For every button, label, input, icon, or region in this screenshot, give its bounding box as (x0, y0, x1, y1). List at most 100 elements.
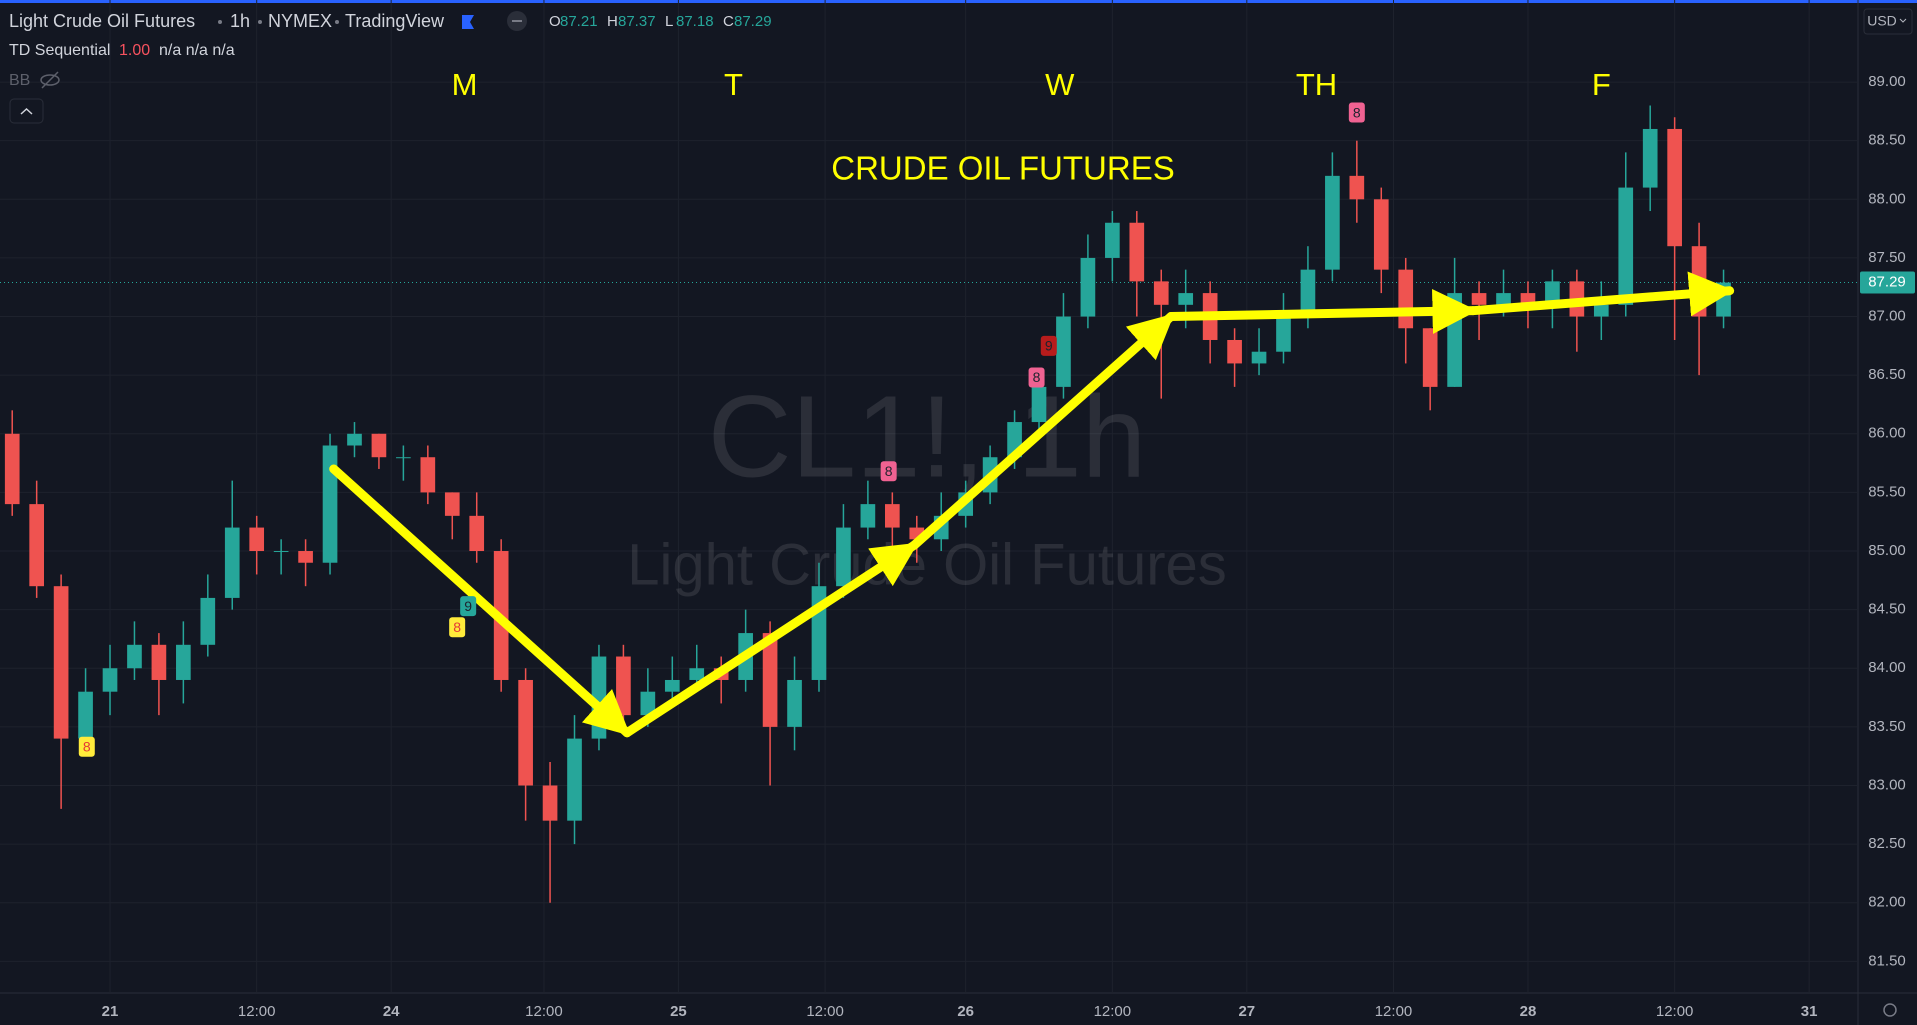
plot (0, 105, 1858, 903)
candle-body (1471, 293, 1487, 305)
candle-body (102, 668, 118, 692)
candle-body (1398, 269, 1414, 329)
candle-body (664, 679, 680, 692)
ohlc: O 87.21 H 87.37 L 87.18 C 87.29 (549, 13, 772, 30)
candle-body (1251, 351, 1267, 364)
candle-body (224, 527, 240, 598)
source: TradingView (345, 11, 445, 31)
ohlc-key: C (723, 13, 734, 30)
y-tick-label: 84.50 (1868, 601, 1906, 618)
trend-arrow (1468, 271, 1735, 317)
separator (218, 20, 222, 24)
y-tick-label: 82.00 (1868, 894, 1906, 911)
candle-body (1349, 175, 1365, 200)
y-tick-label: 89.00 (1868, 73, 1906, 90)
collapse-button[interactable] (9, 98, 44, 124)
symbol[interactable]: Light Crude Oil Futures (9, 11, 195, 31)
candle-body (860, 504, 876, 528)
indicator-name[interactable]: TD Sequential (9, 42, 110, 59)
td-count: 8 (453, 619, 461, 635)
td-count: 8 (1033, 369, 1041, 385)
x-tick-label: 12:00 (238, 1003, 276, 1020)
candle-body (1667, 128, 1682, 247)
x-tick-label: 21 (102, 1003, 119, 1020)
x-tick-label: 27 (1238, 1003, 1255, 1020)
chart-title: CRUDE OIL FUTURES (831, 150, 1174, 187)
day-label: TH (1296, 67, 1337, 102)
candle-body (1080, 257, 1096, 317)
x-tick-label: 24 (383, 1003, 400, 1020)
candle-body (151, 644, 167, 680)
td-mark (460, 596, 477, 617)
candle-body (1618, 187, 1634, 305)
candle-body (1373, 199, 1389, 270)
x-tick-label: 26 (957, 1003, 974, 1020)
y-tick-label: 88.50 (1868, 132, 1906, 149)
candle-body (689, 668, 705, 680)
candle-body (1545, 281, 1560, 305)
y-tick-label: 82.50 (1868, 835, 1906, 852)
candle-body (542, 785, 558, 821)
candle-body (616, 656, 631, 716)
candle-body (1227, 339, 1242, 364)
candle-body (273, 551, 289, 553)
x-tick-label: 12:00 (1375, 1003, 1413, 1020)
candle-body (762, 633, 778, 727)
td-mark (78, 736, 95, 757)
settings-icon[interactable] (1883, 1003, 1897, 1017)
indicator-value: 1.00 (119, 42, 150, 59)
trend-arrow (1166, 288, 1478, 334)
candle-body (1031, 386, 1047, 423)
currency-button[interactable] (1863, 8, 1913, 35)
candle-body (1276, 316, 1291, 352)
status-icon-bar (512, 20, 522, 22)
candle-body (322, 445, 338, 563)
day-label: W (1045, 67, 1075, 102)
y-tick-label: 86.50 (1868, 366, 1906, 383)
candle-body (1129, 222, 1145, 282)
candle-body (53, 586, 69, 739)
td-mark (449, 617, 466, 638)
interval[interactable]: 1h (230, 11, 250, 31)
day-label: F (1592, 67, 1611, 102)
candle-body (640, 691, 656, 716)
ohlc-key: O (549, 13, 561, 30)
last-price-label: 87.29 (1868, 274, 1906, 291)
candle-body (420, 457, 436, 493)
y-tick-label: 81.50 (1868, 952, 1906, 969)
td-count: 8 (83, 739, 91, 755)
hidden-icon[interactable] (40, 71, 60, 89)
watermark-ticker: CL1!, 1h (708, 372, 1147, 502)
candle-body (127, 644, 142, 669)
trend-arrow (909, 312, 1176, 550)
candle-body (1422, 328, 1438, 387)
td-count: 8 (1353, 104, 1361, 120)
candle-body (176, 644, 191, 680)
candle-body (298, 551, 313, 563)
eye-slash (41, 71, 59, 89)
x-tick-label: 28 (1520, 1003, 1537, 1020)
day-label: T (724, 67, 743, 102)
trend-arrow (329, 464, 632, 738)
currency: USD (1867, 13, 1897, 29)
td-mark (1040, 335, 1057, 356)
x-tick-label: 12:00 (1656, 1003, 1694, 1020)
y-tick-label: 87.00 (1868, 308, 1906, 325)
y-tick-label: 86.00 (1868, 425, 1906, 442)
candle-body (1520, 293, 1536, 305)
top-border (0, 0, 1917, 3)
td-count: 8 (885, 463, 893, 479)
bb-indicator[interactable]: BB (9, 72, 30, 89)
y-tick-label: 84.00 (1868, 659, 1906, 676)
indicator-extra: n/a n/a n/a (159, 42, 235, 59)
candle-body (1496, 293, 1511, 305)
separator (258, 20, 262, 24)
candle-body (1178, 293, 1194, 305)
candle-body (249, 527, 265, 552)
td-mark (1348, 102, 1365, 123)
candle-body (1153, 281, 1169, 305)
flag-icon[interactable] (462, 15, 474, 29)
candle-body (396, 457, 411, 459)
eye (40, 74, 60, 86)
